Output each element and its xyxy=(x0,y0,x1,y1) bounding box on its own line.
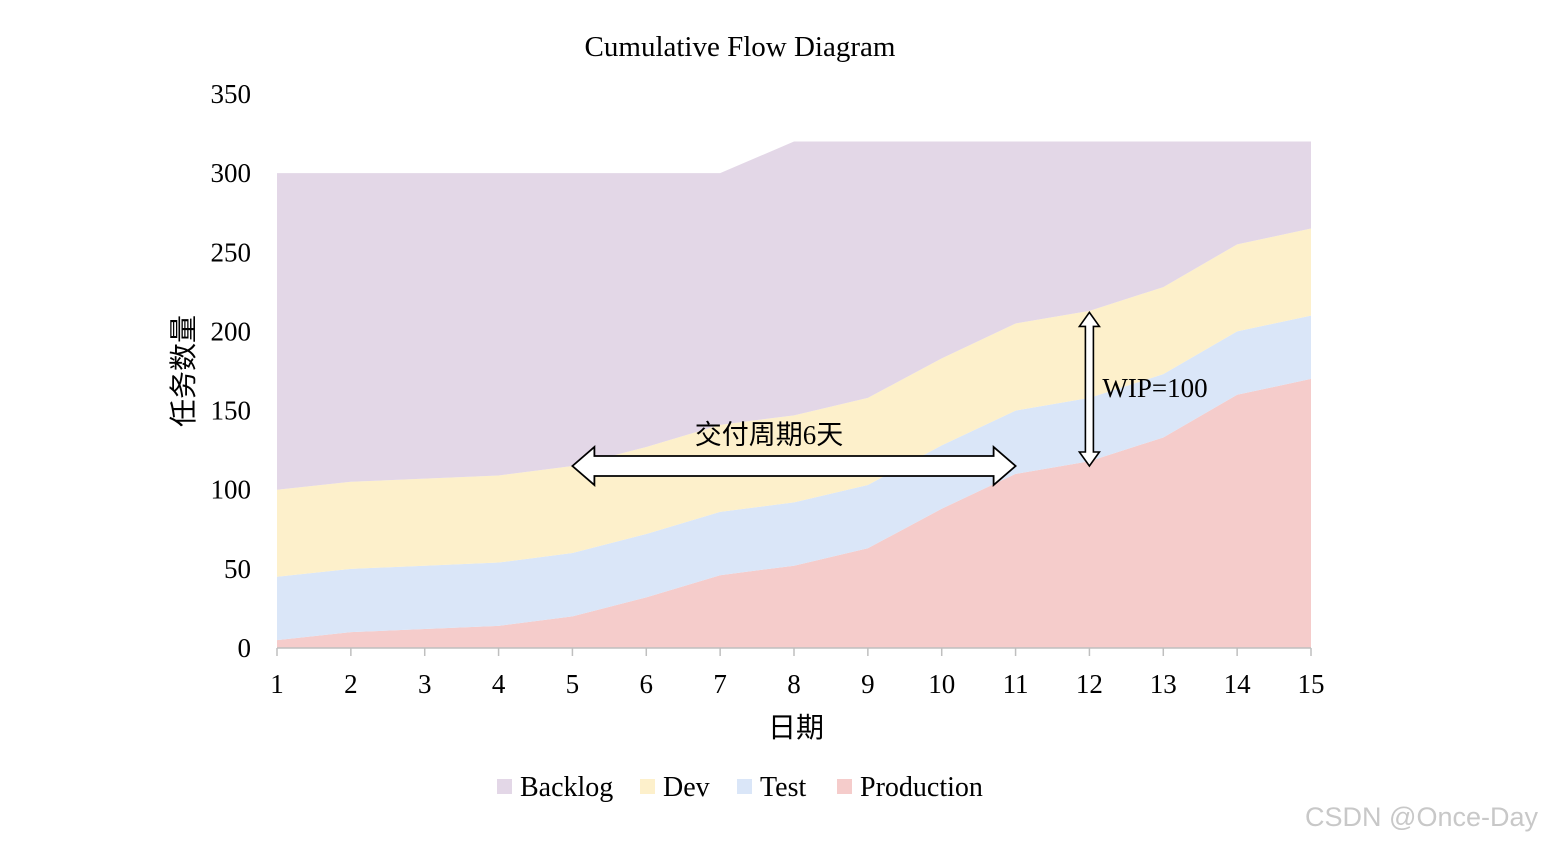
chart-title: Cumulative Flow Diagram xyxy=(585,31,896,63)
x-tick-label: 1 xyxy=(270,669,284,699)
area-series-group xyxy=(277,141,1311,648)
x-tick-label: 11 xyxy=(1003,669,1029,699)
y-tick-label: 0 xyxy=(238,633,252,663)
cycle-time-label: 交付周期6天 xyxy=(695,420,844,450)
x-tick-label: 3 xyxy=(418,669,432,699)
x-tick-label: 8 xyxy=(787,669,801,699)
x-tick-label: 12 xyxy=(1076,669,1103,699)
legend-label: Backlog xyxy=(520,772,613,803)
y-tick-label: 150 xyxy=(211,396,252,426)
axes-group: 1 2 3 4 5 6 7 8 9 10 11 12 13 14 150501001502002503003… xyxy=(211,79,1325,699)
x-tick-label: 13 xyxy=(1150,669,1177,699)
annotations-group: 交付周期6天 WIP=100 xyxy=(571,311,1208,487)
area-dev xyxy=(277,228,1311,577)
x-tick-label: 6 xyxy=(640,669,654,699)
x-tick-label: 5 xyxy=(566,669,580,699)
y-axis-label: 任务数量 xyxy=(168,315,200,427)
y-tick-label: 350 xyxy=(211,79,252,109)
legend-label: Production xyxy=(860,772,983,803)
legend-swatch xyxy=(737,779,752,794)
legend-label: Test xyxy=(760,772,806,803)
y-tick-label: 100 xyxy=(211,475,252,505)
legend-swatch xyxy=(837,779,852,794)
y-tick-label: 200 xyxy=(211,316,252,346)
x-tick-label: 14 xyxy=(1224,669,1252,699)
y-tick-label: 300 xyxy=(211,158,252,188)
watermark-text: CSDN @Once-Day xyxy=(1305,802,1538,832)
y-tick-label: 50 xyxy=(224,554,251,584)
x-tick-label: 4 xyxy=(492,669,506,699)
x-tick-label: 9 xyxy=(861,669,875,699)
x-tick-label: 2 xyxy=(344,669,358,699)
area-test xyxy=(277,315,1311,641)
x-tick-label: 15 xyxy=(1298,669,1325,699)
legend-swatch xyxy=(640,779,655,794)
y-tick-label: 250 xyxy=(211,237,252,267)
legend-label: Dev xyxy=(663,772,710,803)
wip-label: WIP=100 xyxy=(1102,373,1207,403)
legend-item-dev: Dev xyxy=(640,772,710,803)
legend-swatch xyxy=(497,779,512,794)
area-production xyxy=(277,378,1311,648)
x-tick-label: 10 xyxy=(928,669,955,699)
legend: Backlog Dev Test Production xyxy=(497,772,983,803)
legend-item-test: Test xyxy=(737,772,806,803)
legend-item-production: Production xyxy=(837,772,983,803)
legend-item-backlog: Backlog xyxy=(497,772,613,803)
cycle-time-arrow xyxy=(571,445,1017,487)
x-tick-label: 7 xyxy=(713,669,727,699)
area-backlog xyxy=(277,141,1311,490)
x-axis-label: 日期 xyxy=(768,713,824,744)
wip-arrow xyxy=(1077,311,1101,468)
